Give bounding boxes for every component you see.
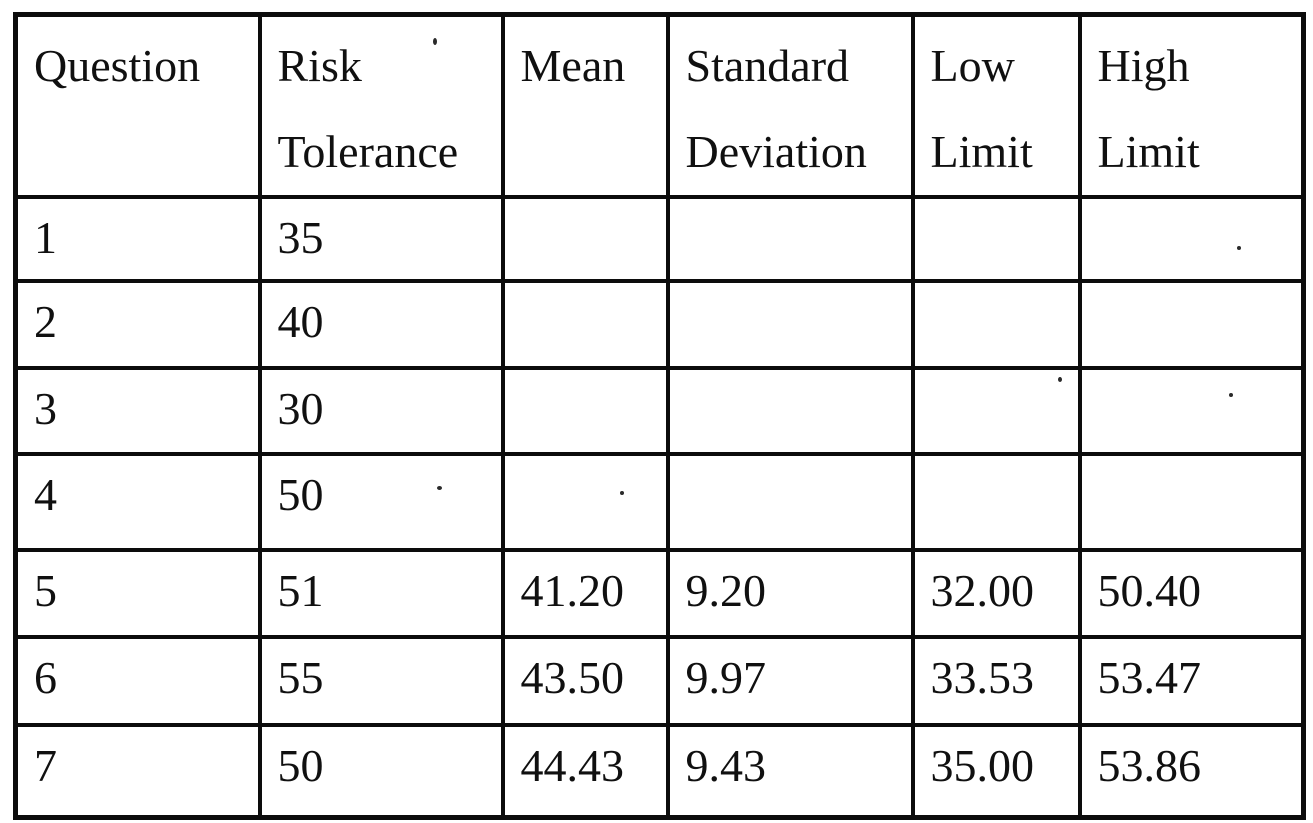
table-row: 3 30 — [13, 366, 1306, 456]
table-cell — [500, 195, 670, 283]
table-cell — [665, 366, 915, 456]
table-cell: 30 — [257, 366, 505, 456]
table-cell: 5 — [13, 548, 262, 639]
col-header-question: Question — [13, 12, 262, 199]
table-cell: 6 — [13, 635, 262, 727]
col-header-risk-tolerance: Risk Tolerance — [257, 12, 505, 199]
table-cell: 53.86 — [1077, 723, 1306, 820]
table-cell — [500, 366, 670, 456]
table-cell: 35 — [257, 195, 505, 283]
table-cell — [1077, 366, 1306, 456]
table-cell: 9.97 — [665, 635, 915, 727]
table-cell: 50 — [257, 723, 505, 820]
table-cell — [910, 279, 1082, 370]
table-cell: 4 — [13, 452, 262, 552]
table-cell: 9.43 — [665, 723, 915, 820]
table-cell: 44.43 — [500, 723, 670, 820]
table-cell: 33.53 — [910, 635, 1082, 727]
scan-speck — [1058, 377, 1062, 382]
col-header-low-limit: Low Limit — [910, 12, 1082, 199]
table-cell — [665, 195, 915, 283]
table-cell: 35.00 — [910, 723, 1082, 820]
table-cell: 53.47 — [1077, 635, 1306, 727]
scan-speck — [620, 491, 624, 495]
col-header-high-limit: High Limit — [1077, 12, 1306, 199]
table-cell — [665, 452, 915, 552]
table-cell — [500, 279, 670, 370]
table-cell: 40 — [257, 279, 505, 370]
table-row: 4 50 — [13, 452, 1306, 552]
table-cell — [500, 452, 670, 552]
table-cell: 1 — [13, 195, 262, 283]
table-cell: 51 — [257, 548, 505, 639]
scan-speck — [433, 38, 437, 45]
table-cell: 9.20 — [665, 548, 915, 639]
header-row: Question Risk Tolerance Mean Standard De… — [13, 12, 1306, 199]
table-body: 1 35 2 40 3 30 4 50 5 51 41.20 9.20 32.00 50.40 6 55 43.… — [13, 195, 1306, 820]
table-cell — [910, 452, 1082, 552]
table-cell: 3 — [13, 366, 262, 456]
table-cell: 2 — [13, 279, 262, 370]
scan-speck — [1229, 393, 1233, 397]
table-cell: 32.00 — [910, 548, 1082, 639]
table-cell: 43.50 — [500, 635, 670, 727]
scan-speck — [437, 486, 442, 490]
table-cell — [665, 279, 915, 370]
table-cell: 7 — [13, 723, 262, 820]
table-row: 2 40 — [13, 279, 1306, 370]
scan-speck — [1237, 246, 1241, 250]
col-header-standard-deviation: Standard Deviation — [665, 12, 915, 199]
risk-tolerance-table: Question Risk Tolerance Mean Standard De… — [13, 12, 1306, 820]
table-cell — [910, 195, 1082, 283]
col-header-mean: Mean — [500, 12, 670, 199]
table-cell: 55 — [257, 635, 505, 727]
table-row: 6 55 43.50 9.97 33.53 53.47 — [13, 635, 1306, 727]
table-row: 7 50 44.43 9.43 35.00 53.86 — [13, 723, 1306, 820]
table-cell: 50 — [257, 452, 505, 552]
table-cell — [910, 366, 1082, 456]
table-cell: 41.20 — [500, 548, 670, 639]
table-row: 1 35 — [13, 195, 1306, 283]
table-row: 5 51 41.20 9.20 32.00 50.40 — [13, 548, 1306, 639]
table-cell — [1077, 195, 1306, 283]
table-cell — [1077, 452, 1306, 552]
table-cell — [1077, 279, 1306, 370]
table-cell: 50.40 — [1077, 548, 1306, 639]
